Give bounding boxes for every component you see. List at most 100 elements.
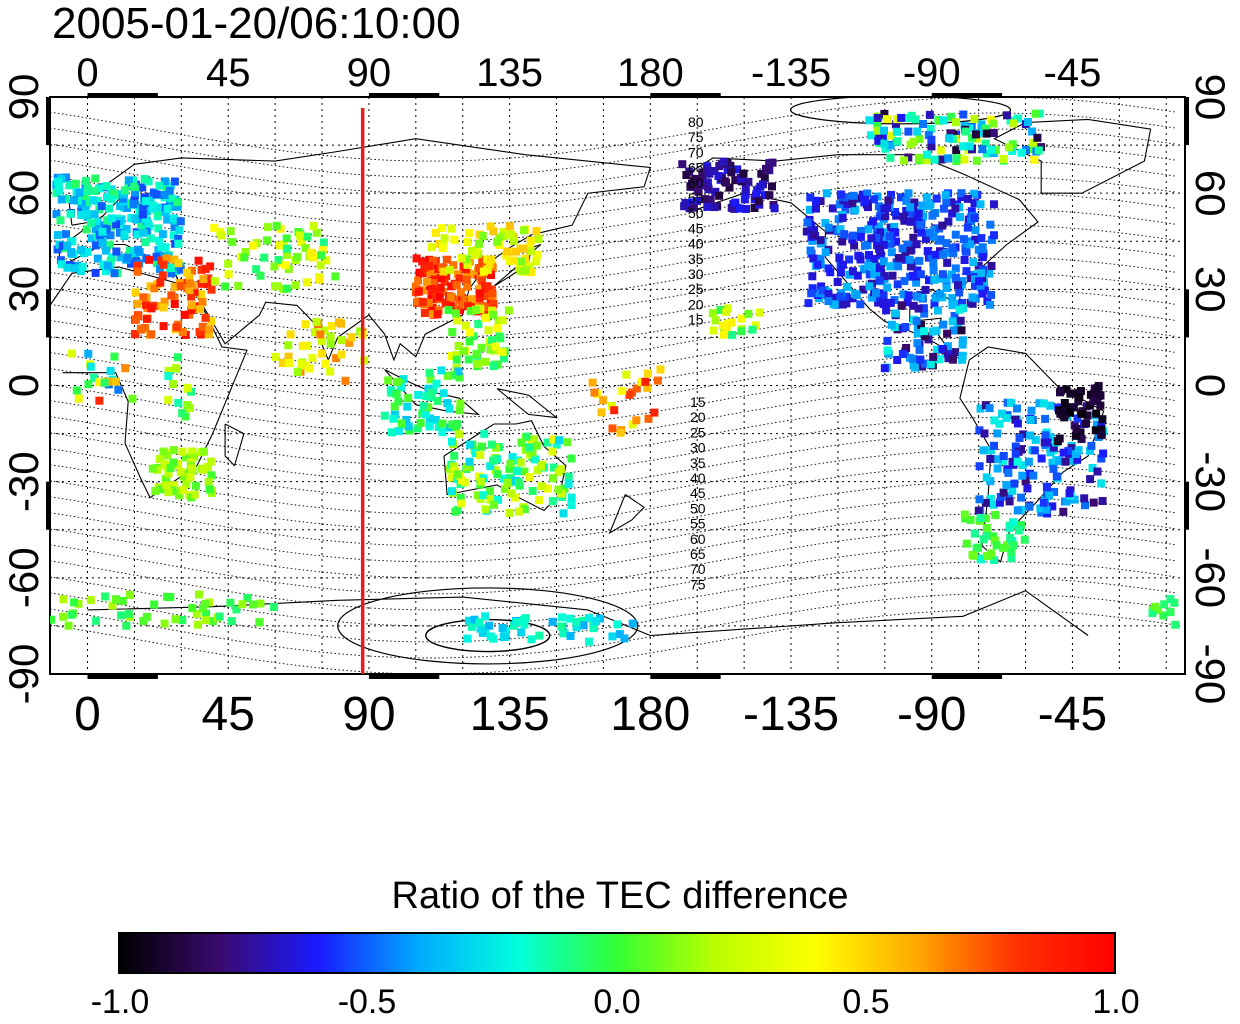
tec-point (414, 390, 423, 399)
tec-point (278, 359, 287, 368)
tec-point (130, 183, 139, 191)
tec-point (515, 507, 523, 516)
tec-point (159, 322, 168, 331)
tec-point (1040, 399, 1049, 408)
tec-point (656, 365, 665, 374)
tec-point (470, 615, 479, 624)
tec-point (62, 173, 70, 182)
tec-point (1018, 461, 1027, 470)
tec-point (422, 410, 431, 419)
tec-point (1074, 446, 1083, 455)
tec-point (982, 473, 991, 482)
tec-point (937, 155, 946, 164)
tec-point (737, 174, 746, 183)
tec-point (808, 236, 817, 245)
tec-point (892, 237, 900, 246)
tec-point (703, 164, 712, 173)
tec-point (419, 401, 428, 410)
tec-point (271, 352, 280, 361)
axis-bar-left (46, 481, 51, 530)
contour-label: 35 (688, 251, 704, 267)
tec-point (173, 353, 182, 362)
tec-point (886, 298, 895, 307)
tec-point (140, 175, 149, 183)
tec-point (489, 362, 498, 371)
tec-point (384, 376, 393, 385)
tec-point (511, 493, 519, 502)
axis-bar-bottom (931, 674, 1003, 679)
tec-point (153, 465, 162, 474)
tec-point (187, 306, 196, 315)
tec-point (437, 263, 446, 272)
tec-point (95, 396, 104, 405)
tec-point (87, 234, 96, 243)
tec-point (757, 169, 766, 178)
tec-point (173, 202, 182, 211)
tec-point (426, 375, 435, 384)
tec-point (1086, 475, 1095, 484)
tec-point (198, 322, 207, 331)
tec-point (901, 249, 910, 258)
tec-point (1005, 492, 1014, 501)
tec-point (993, 429, 1002, 438)
tec-point (284, 352, 293, 361)
tec-point (436, 274, 445, 283)
tec-point (704, 183, 713, 191)
tec-point (293, 368, 302, 376)
tec-point (919, 304, 928, 313)
tec-point (102, 246, 111, 255)
tec-point (69, 196, 78, 205)
tec-point (1005, 523, 1014, 532)
tec-point (448, 487, 456, 496)
tec-point (989, 119, 998, 128)
tec-point (131, 330, 140, 339)
tec-point (1026, 416, 1035, 424)
tec-point (872, 233, 881, 242)
tec-point (1092, 409, 1101, 418)
tec-point (484, 326, 493, 335)
tec-point (425, 422, 434, 431)
tec-point (472, 245, 481, 254)
tec-point (945, 134, 954, 143)
coastline (493, 243, 542, 287)
tec-point (599, 396, 608, 405)
tec-point (298, 341, 307, 350)
tec-point (1037, 508, 1046, 517)
axis-bar-right (1184, 97, 1189, 146)
tec-point (425, 262, 434, 271)
tec-point (879, 298, 887, 307)
tec-point (744, 309, 753, 318)
tec-point (170, 283, 179, 291)
tec-point (102, 225, 111, 234)
tec-point (454, 367, 463, 376)
tec-point (698, 175, 707, 184)
tec-point (446, 292, 455, 301)
tec-point (475, 472, 484, 481)
tec-point (458, 300, 467, 309)
tec-point (938, 344, 947, 353)
tec-point (142, 314, 151, 323)
tec-point (972, 156, 981, 165)
tec-point (1041, 414, 1050, 423)
tec-point (272, 221, 281, 230)
tec-point (164, 469, 173, 478)
tec-point (750, 204, 759, 212)
tec-point (316, 261, 325, 270)
tec-point (98, 239, 107, 247)
tec-point (1059, 448, 1068, 457)
tec-point (531, 455, 540, 464)
tec-point (493, 470, 502, 479)
tec-point (473, 491, 482, 500)
tec-point (471, 250, 480, 259)
south-pole-contour (337, 587, 639, 665)
tec-point (1059, 507, 1068, 516)
x-tick-top: 90 (347, 51, 392, 95)
tec-point (479, 491, 488, 500)
tec-point (199, 275, 208, 283)
tec-point (584, 614, 593, 623)
tec-point (694, 187, 703, 196)
tec-point (1003, 111, 1011, 120)
tec-point (879, 240, 888, 249)
tec-point (95, 184, 104, 193)
tec-point (628, 420, 637, 429)
